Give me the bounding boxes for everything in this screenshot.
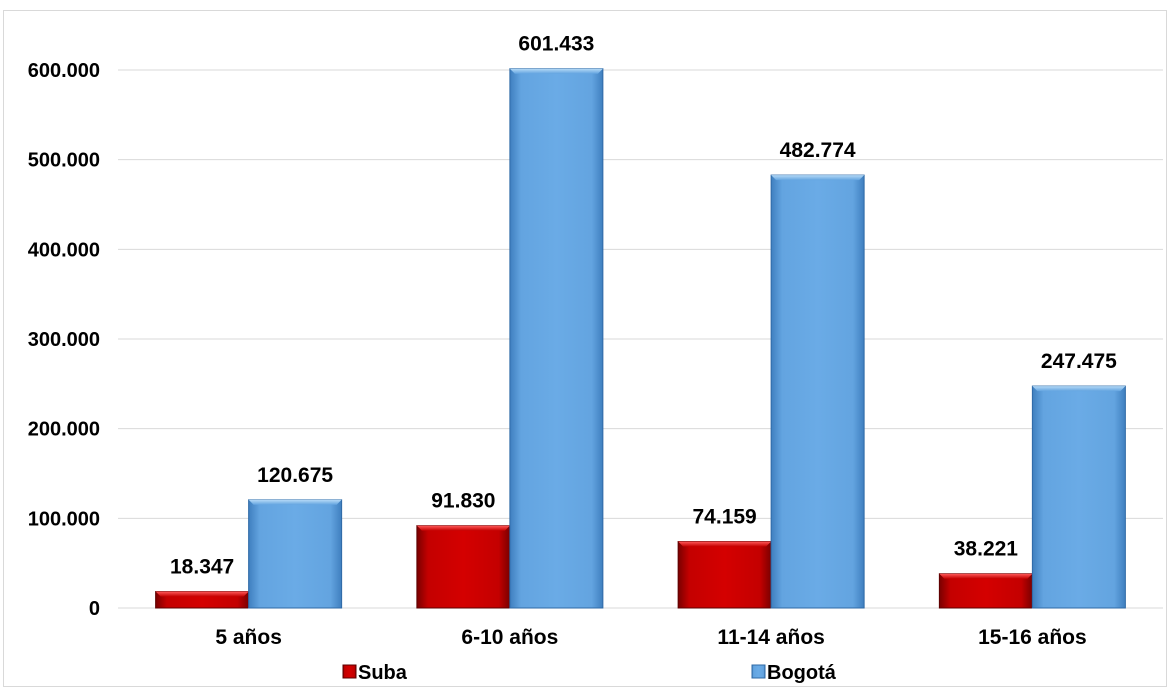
y-tick-label: 500.000 — [28, 150, 100, 172]
data-label-suba: 38.221 — [954, 538, 1019, 561]
data-labels: 18.347 120.675 91.830 601.433 74.159 482.774 3… — [170, 33, 1117, 579]
bar-suba — [416, 525, 511, 609]
bar-body — [677, 541, 772, 609]
legend-label-bogota: Bogotá — [767, 662, 837, 684]
y-axis: 0 100.000 200.000 300.000 400.000 500.000 600.… — [28, 60, 100, 620]
x-axis: 5 años 6-10 años 11-14 años 15-16 años — [215, 626, 1086, 649]
bar-bevel — [416, 525, 510, 531]
data-label-bogota: 482.774 — [780, 139, 856, 162]
data-label-bogota: 601.433 — [518, 33, 594, 56]
bar-body — [1031, 385, 1126, 609]
y-tick-label: 400.000 — [28, 239, 100, 261]
data-label-suba: 18.347 — [170, 556, 234, 579]
data-label-bogota: 247.475 — [1041, 350, 1117, 373]
bar-body — [938, 573, 1033, 609]
bar-bogota — [1031, 385, 1126, 609]
legend-swatch-suba — [342, 664, 357, 679]
category-label: 5 años — [215, 626, 282, 649]
bar-body — [509, 68, 604, 609]
y-tick-label: 200.000 — [28, 419, 100, 441]
legend-label-suba: Suba — [358, 662, 408, 684]
data-label-suba: 91.830 — [431, 490, 495, 513]
bar-bevel — [509, 68, 603, 74]
bar-body — [248, 499, 343, 609]
bar-bogota — [248, 499, 343, 609]
bar-bevel — [939, 573, 1033, 579]
data-label-suba: 74.159 — [693, 506, 757, 529]
y-tick-label: 600.000 — [28, 60, 100, 82]
bar-body — [416, 525, 511, 609]
bar-bogota — [770, 174, 865, 609]
legend: Suba Bogotá — [342, 662, 837, 684]
bar-bogota — [509, 68, 604, 609]
bar-bevel — [1032, 386, 1126, 392]
bar-body — [770, 174, 865, 609]
legend-swatch-bogota — [751, 664, 766, 679]
bar-bevel — [678, 541, 772, 547]
category-label: 6-10 años — [461, 626, 558, 649]
bars — [155, 68, 1126, 609]
bar-suba — [938, 573, 1033, 609]
category-label: 11-14 años — [717, 626, 824, 649]
y-tick-label: 100.000 — [28, 508, 100, 530]
bar-suba — [677, 541, 772, 609]
bar-bevel — [248, 499, 342, 505]
data-label-bogota: 120.675 — [257, 464, 333, 487]
y-tick-label: 300.000 — [28, 329, 100, 351]
bar-bevel — [155, 591, 249, 597]
y-tick-label: 0 — [89, 598, 100, 620]
bar-suba — [155, 591, 250, 609]
bar-bevel — [771, 175, 865, 181]
category-label: 15-16 años — [978, 626, 1087, 649]
